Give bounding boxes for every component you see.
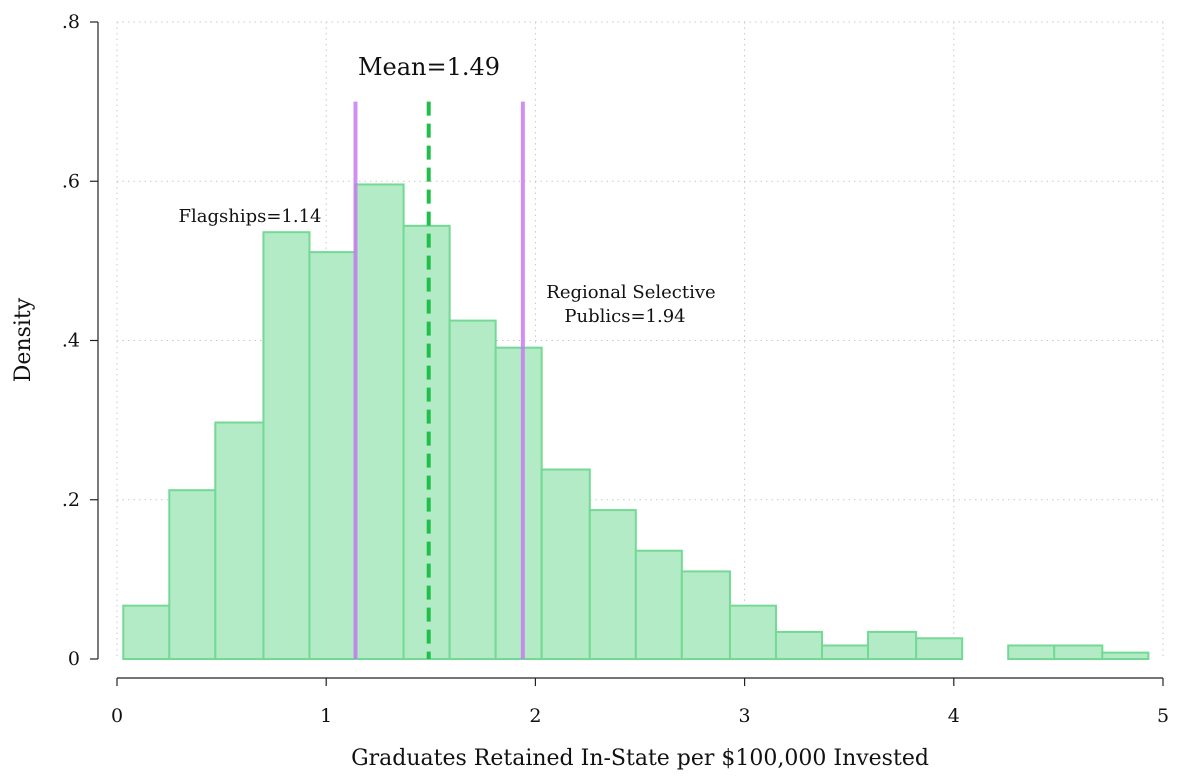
- y-tick-label: .8: [62, 11, 80, 33]
- histogram-bar: [448, 319, 497, 660]
- histogram-bar: [728, 604, 777, 660]
- x-tick-label: 2: [529, 705, 541, 727]
- y-tick-label: .6: [62, 170, 80, 192]
- reference-lines: [353, 101, 525, 659]
- histogram-bar: [262, 231, 311, 661]
- histogram-bar: [494, 346, 543, 660]
- chart-labels: Density Graduates Retained In-State per …: [11, 53, 929, 771]
- mean-label: Mean=1.49: [358, 53, 500, 81]
- regional-label-line-2: Publics=1.94: [564, 306, 685, 327]
- y-tick-label: .4: [62, 330, 80, 352]
- grid-lines: [116, 21, 1164, 659]
- histogram-bar: [821, 644, 870, 660]
- histogram-bar: [867, 630, 918, 660]
- x-axis-title: Graduates Retained In-State per $100,000…: [351, 746, 929, 771]
- x-tick-label: 1: [320, 705, 332, 727]
- histogram-bar: [1007, 644, 1056, 660]
- histogram-bar: [308, 251, 357, 661]
- histogram-bar: [168, 489, 217, 660]
- histogram-bars: [122, 183, 1150, 661]
- histogram-bar: [774, 630, 824, 660]
- x-ticks: 0 1 2 3 4 5: [111, 678, 1169, 727]
- histogram-bar: [214, 421, 265, 661]
- x-tick-label: 4: [948, 705, 960, 727]
- histogram-bar: [1053, 644, 1104, 660]
- x-tick-label: 0: [111, 705, 123, 727]
- regional-label-line-1: Regional Selective: [546, 282, 715, 303]
- histogram-bar: [402, 224, 451, 660]
- y-ticks: 0 .2 .4 .6 .8: [62, 11, 98, 670]
- y-tick-label: 0: [68, 648, 80, 670]
- histogram-bar: [540, 468, 591, 660]
- y-tick-label: .2: [62, 489, 80, 511]
- histogram-bar: [915, 637, 964, 660]
- histogram-bar: [122, 604, 171, 660]
- histogram-bar: [588, 509, 637, 660]
- histogram-bar: [634, 549, 683, 661]
- x-tick-label: 3: [739, 705, 751, 727]
- flagships-label: Flagships=1.14: [178, 206, 321, 227]
- x-tick-label: 5: [1157, 705, 1169, 727]
- histogram-bar: [354, 183, 405, 660]
- histogram-bar: [1101, 651, 1150, 661]
- y-axis-title: Density: [11, 297, 36, 382]
- histogram-bar: [680, 570, 731, 660]
